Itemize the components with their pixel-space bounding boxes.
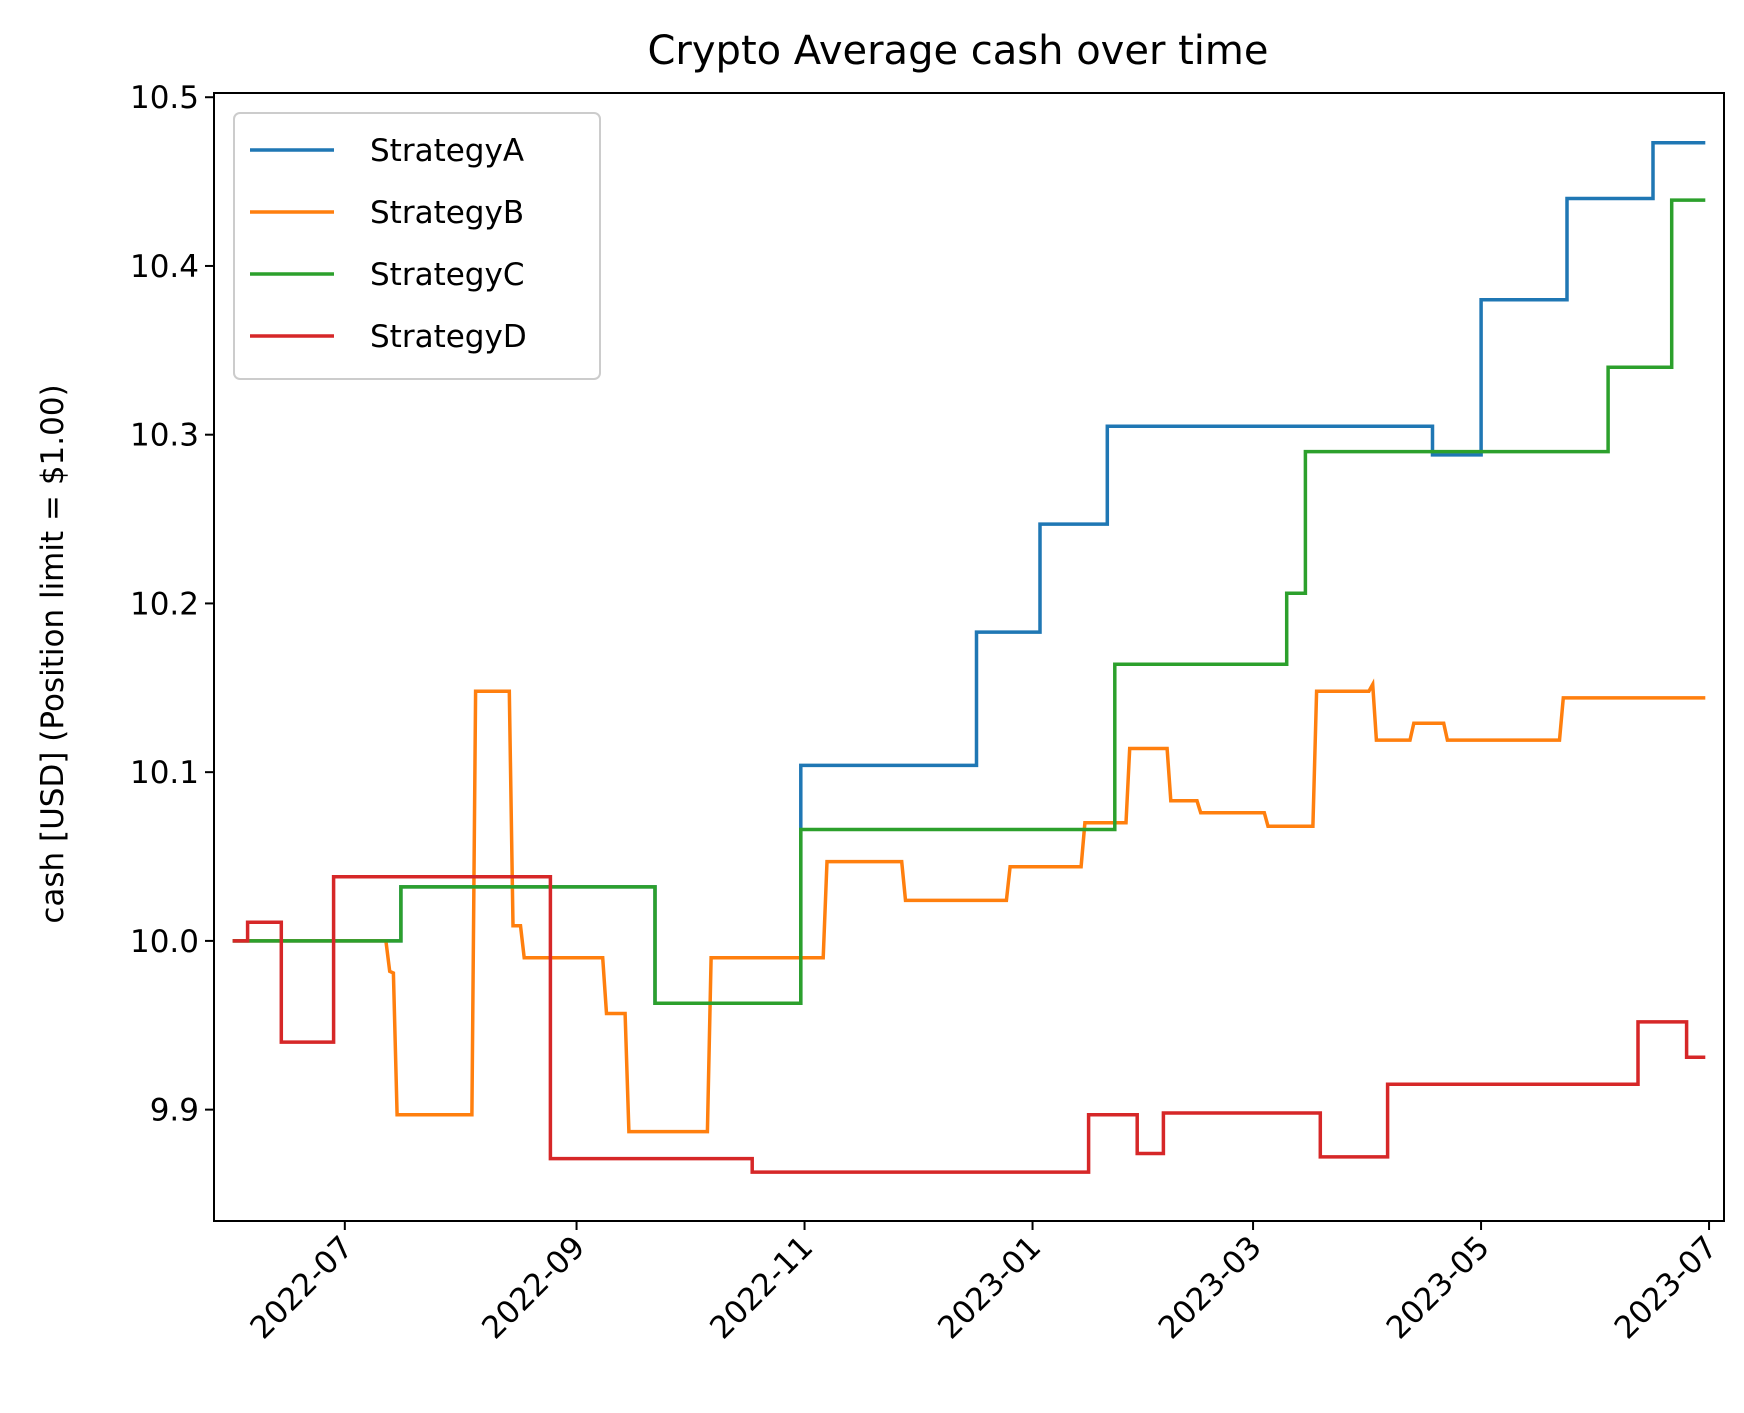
legend-label: StrategyA: [370, 133, 524, 169]
series-line-strategyd: [232, 875, 1706, 1174]
y-tick-label: 9.9: [150, 1093, 199, 1129]
legend: StrategyA StrategyB StrategyC StrategyD: [233, 112, 601, 380]
series-line-strategyc: [232, 198, 1706, 1006]
y-axis-label: cash [USD] (Position limit = $1.00): [35, 384, 71, 923]
legend-label: StrategyC: [370, 257, 524, 293]
legend-label: StrategyB: [370, 195, 524, 231]
chart-title: Crypto Average cash over time: [648, 28, 1269, 74]
y-tick-label: 10.2: [130, 586, 199, 622]
axes-frame: [213, 92, 1725, 1222]
legend-box: [233, 112, 601, 380]
y-tick-label: 10.0: [130, 924, 199, 960]
y-tick-label: 10.3: [130, 418, 199, 454]
y-tick-label: 10.5: [130, 80, 199, 116]
plot-area: [232, 141, 1706, 1174]
y-tick-label: 10.1: [130, 755, 199, 791]
y-axis-ticks: 9.9 10.0 10.1 10.2 10.3 10.4 10.5: [130, 80, 214, 1129]
y-tick-label: 10.4: [130, 249, 199, 285]
series-line-strategyb: [232, 678, 1706, 1134]
legend-label: StrategyD: [370, 319, 527, 355]
